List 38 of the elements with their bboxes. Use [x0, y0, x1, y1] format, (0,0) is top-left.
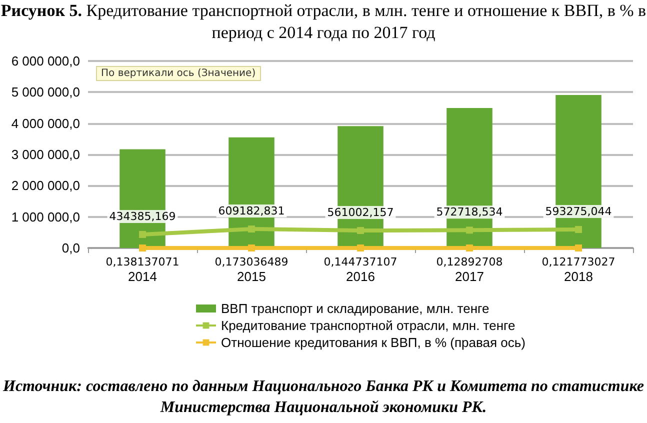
point — [139, 230, 146, 238]
x-tick-label: 2018 — [564, 269, 593, 284]
text: Источник: составлено по данным Национального Банка РК и Комитета по статистике Министерства Национальной экономики РК. — [2, 377, 645, 418]
data-label: 0,144737107 — [324, 256, 398, 268]
y-tick-label: 2 000 000,0 — [11, 178, 80, 194]
point — [357, 244, 364, 252]
y-tick-label: 3 000 000,0 — [11, 147, 80, 162]
point — [248, 226, 255, 233]
data-label: 561002,157 — [327, 206, 394, 220]
point — [357, 227, 364, 234]
data-label: 0,138137071 — [106, 256, 180, 268]
data-label: 572718,534 — [436, 206, 503, 219]
legend-label: Отношение кредитования к ВВП, в % (правая ось) — [221, 335, 526, 350]
annotation: По вертикали ось (Значение) — [96, 66, 261, 81]
point — [575, 226, 582, 234]
data-label: 0,173036489 — [214, 256, 288, 268]
y-tick-label: 6 000 000,0 — [11, 54, 80, 68]
legend-label: ВВП транспорт и складирование, млн. тенге — [221, 301, 490, 316]
y-tick-label: 0,0 — [62, 240, 80, 256]
chart-title: Рисунок 5. Кредитование транспортной отрасли, в млн. тенге и отношение к ВВП, в % в период с 2014 года по 2017 год — [0, 0, 647, 44]
y-tick-label: 5 000 000,0 — [11, 84, 80, 100]
point — [466, 244, 473, 252]
data-label: 609182,831 — [218, 204, 285, 218]
y-tick-label: 4 000 000,0 — [11, 116, 80, 131]
point — [575, 244, 582, 252]
data-label: 593275,044 — [545, 205, 612, 218]
y-tick-label: 1 000 000,0 — [11, 209, 80, 224]
x-tick-label: 2017 — [455, 269, 484, 284]
point — [248, 244, 255, 252]
data-label: 434385,169 — [109, 210, 176, 223]
x-tick-label: 2016 — [346, 269, 375, 284]
data-label: 0,121773027 — [542, 256, 616, 268]
data-label: 0,12892708 — [436, 256, 503, 268]
legend-label: Кредитование транспортной отрасли, млн. тенге — [221, 318, 516, 333]
point — [139, 244, 146, 252]
x-tick-label: 2015 — [237, 269, 266, 284]
x-tick-label: 2014 — [128, 269, 157, 284]
point — [466, 226, 473, 234]
